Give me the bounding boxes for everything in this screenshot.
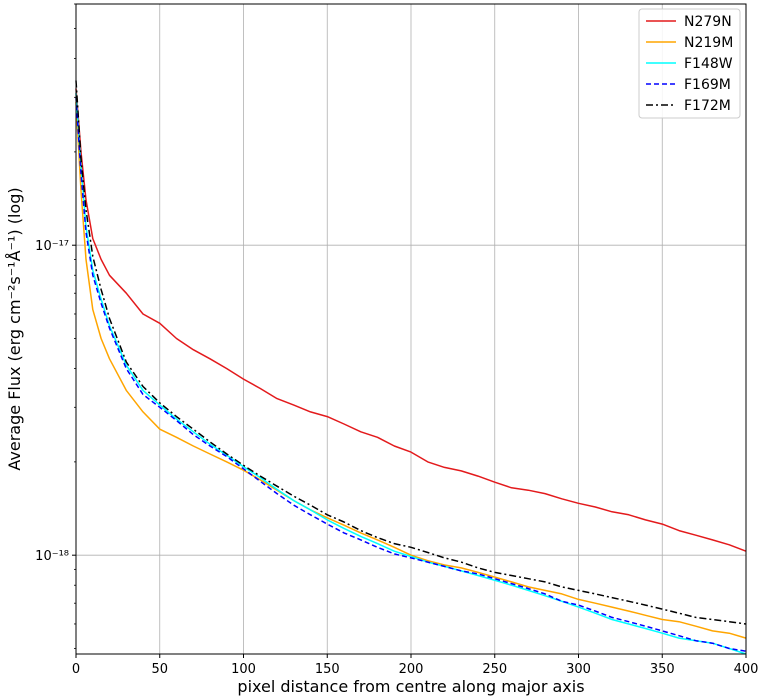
- legend-label-n279n: N279N: [684, 14, 732, 30]
- x-tick-label: 100: [231, 662, 256, 677]
- series-line-f148w: [75, 92, 747, 655]
- series-lines: [75, 80, 747, 655]
- x-tick-label: 50: [151, 662, 168, 677]
- y-tick-label: 10⁻¹⁷: [35, 239, 69, 254]
- x-tick-label: 300: [566, 662, 591, 677]
- series-line-f172m: [75, 80, 747, 625]
- legend-label-f169m: F169M: [684, 77, 731, 93]
- legend-label-f172m: F172M: [684, 98, 731, 114]
- y-axis-ticks: 10⁻¹⁷ 10⁻¹⁸: [35, 3, 76, 649]
- x-tick-label: 150: [315, 662, 340, 677]
- legend-box: [638, 8, 741, 119]
- series-line-n219m: [75, 101, 747, 639]
- legend-label-n219m: N219M: [684, 35, 733, 51]
- y-axis-label: Average Flux (erg cm⁻²s⁻¹Å⁻¹) (log): [5, 187, 24, 470]
- x-axis-ticks: 0 50 100 150 200 250 300 350 400: [72, 654, 759, 677]
- legend: N279N N219M F148W F169M F172M: [638, 8, 741, 119]
- y-tick-label: 10⁻¹⁸: [35, 549, 69, 564]
- x-tick-label: 0: [72, 662, 80, 677]
- x-axis-label: pixel distance from centre along major a…: [237, 677, 584, 696]
- x-tick-label: 200: [399, 662, 424, 677]
- series-line-n279n: [75, 88, 747, 552]
- x-tick-label: 400: [734, 662, 759, 677]
- legend-label-f148w: F148W: [684, 56, 733, 72]
- x-tick-label: 250: [482, 662, 507, 677]
- series-line-f169m: [75, 97, 747, 652]
- x-tick-label: 350: [650, 662, 675, 677]
